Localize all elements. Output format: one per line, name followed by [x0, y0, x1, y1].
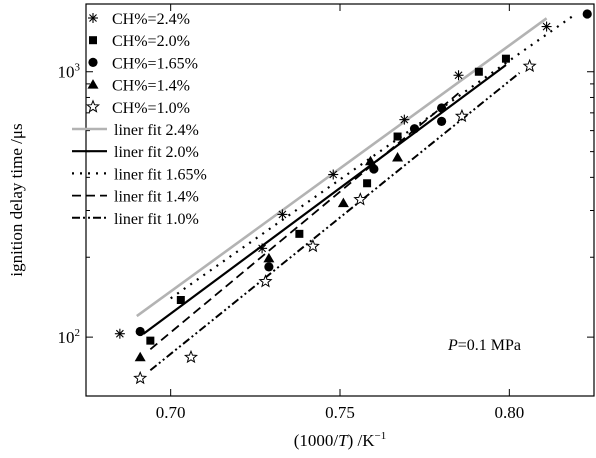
data-point-s0-3 — [328, 169, 339, 180]
data-point-s3-3 — [364, 155, 376, 166]
legend-label-4: CH%=1.0% — [112, 100, 190, 117]
pressure-variable: P — [447, 337, 458, 354]
data-points — [114, 9, 592, 385]
data-point-s0-6 — [541, 21, 552, 32]
data-point-s1-3 — [363, 179, 372, 188]
axis-ticks: 0.70 0.75 0.80 102 103 — [58, 4, 594, 422]
x-axis-title-var: T — [338, 431, 349, 450]
legend-marker-2 — [88, 57, 98, 67]
y-tick-label-0: 102 — [58, 327, 81, 347]
legend-marker-1 — [89, 36, 97, 45]
x-axis-title: (1000/T) /K−1 — [294, 430, 387, 450]
fit-line-2 — [170, 14, 575, 300]
data-point-s2-4 — [437, 116, 447, 126]
fit-lines — [136, 14, 575, 372]
data-point-s1-2 — [295, 229, 304, 238]
data-point-s1-6 — [501, 54, 510, 63]
fit-line-4 — [149, 72, 521, 372]
data-point-s1-4 — [393, 132, 402, 141]
data-point-s1-1 — [176, 296, 185, 305]
x-axis-title-sup: −1 — [375, 430, 387, 442]
y-axis-title: ignition delay time /μs — [7, 123, 26, 276]
x-axis-title-post: ) /K — [348, 431, 376, 450]
legend-label-1: CH%=2.0% — [112, 33, 190, 50]
legend-label-2: CH%=1.65% — [112, 55, 198, 72]
data-point-s2-3 — [409, 124, 420, 134]
legend-fit-label-1: liner fit 2.0% — [114, 144, 199, 161]
data-point-s0-4 — [399, 114, 410, 125]
data-point-s0-1 — [257, 243, 268, 254]
data-point-s0-5 — [453, 70, 464, 81]
legend-fit-label-4: liner fit 1.0% — [114, 211, 199, 228]
data-point-s3-1 — [263, 252, 275, 263]
data-point-s4-1 — [183, 349, 198, 364]
data-point-s4-6 — [522, 58, 537, 73]
x-axis-title-pre: (1000/ — [294, 431, 339, 450]
pressure-annotation: P=0.1 MPa — [447, 337, 521, 354]
legend-label-0: CH%=2.4% — [112, 11, 190, 28]
fit-line-3 — [149, 92, 460, 350]
data-point-s1-5 — [474, 67, 483, 76]
data-point-s4-0 — [133, 370, 148, 385]
legend-fit-label-0: liner fit 2.4% — [114, 122, 199, 139]
legend-marker-0 — [88, 13, 98, 23]
legend-marker-4 — [85, 99, 101, 113]
data-point-s4-3 — [305, 238, 320, 253]
data-point-s2-0 — [135, 326, 145, 337]
y-tick-label-1: 103 — [58, 62, 81, 82]
x-tick-label-1: 0.75 — [325, 403, 355, 422]
data-point-s3-2 — [337, 197, 349, 208]
data-point-s4-5 — [454, 108, 469, 123]
data-point-s4-4 — [353, 192, 368, 206]
legend: CH%=2.4% CH%=2.0% CH%=1.65% CH%=1.4% CH%=1.0… — [72, 11, 207, 228]
data-point-s2-2 — [369, 164, 379, 174]
data-point-s2-5 — [437, 103, 447, 113]
data-point-s4-2 — [258, 274, 273, 288]
x-tick-label-2: 0.80 — [494, 403, 524, 422]
data-point-s3-4 — [392, 152, 404, 162]
legend-fit-label-3: liner fit 1.4% — [114, 189, 199, 206]
data-point-s0-2 — [277, 209, 288, 220]
data-point-s3-0 — [134, 351, 146, 362]
data-point-s2-6 — [582, 9, 592, 19]
data-point-s1-0 — [146, 336, 155, 345]
pressure-value: =0.1 MPa — [458, 337, 521, 354]
legend-marker-3 — [87, 79, 99, 89]
data-point-s0-0 — [114, 328, 125, 339]
legend-label-3: CH%=1.4% — [112, 78, 190, 95]
legend-fit-label-2: liner fit 1.65% — [114, 166, 207, 183]
data-point-s2-1 — [264, 262, 274, 272]
x-tick-label-0: 0.70 — [156, 403, 186, 422]
